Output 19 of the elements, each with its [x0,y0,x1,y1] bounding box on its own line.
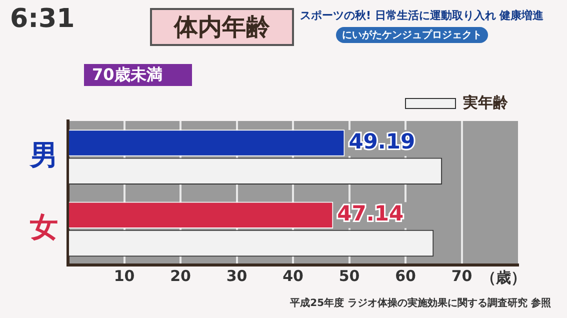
text: 6:31 [10,4,75,34]
x-tick-label: 20 [170,267,191,286]
y-tick-label: 女 [29,210,58,244]
y-tick-label: 男 [29,138,58,172]
text: にいがたケンジュプロジェクト [336,27,488,43]
x-tick-label: 50 [338,267,360,286]
x-tick-label: 70 [451,267,472,286]
x-tick-label: 10 [114,267,135,286]
x-axis-title: （歳） [481,268,526,287]
x-tick-label: 60 [395,267,416,286]
x-tick-label: 40 [282,267,304,286]
chart-title: 体内年齢 [150,8,294,46]
chart-subtitle: 70歳未満 [84,64,192,86]
data-label: 49.19 [348,129,416,154]
text: 平成25年度 ラジオ体操の実施効果に関する調査研究 参照 [290,296,551,310]
x-tick-label: 30 [226,267,248,286]
data-label: 47.14 [337,202,404,226]
legend-label: 実年齢 [462,93,509,112]
text: スポーツの秋! 日常生活に運動取り入れ 健康増進 [300,8,544,23]
